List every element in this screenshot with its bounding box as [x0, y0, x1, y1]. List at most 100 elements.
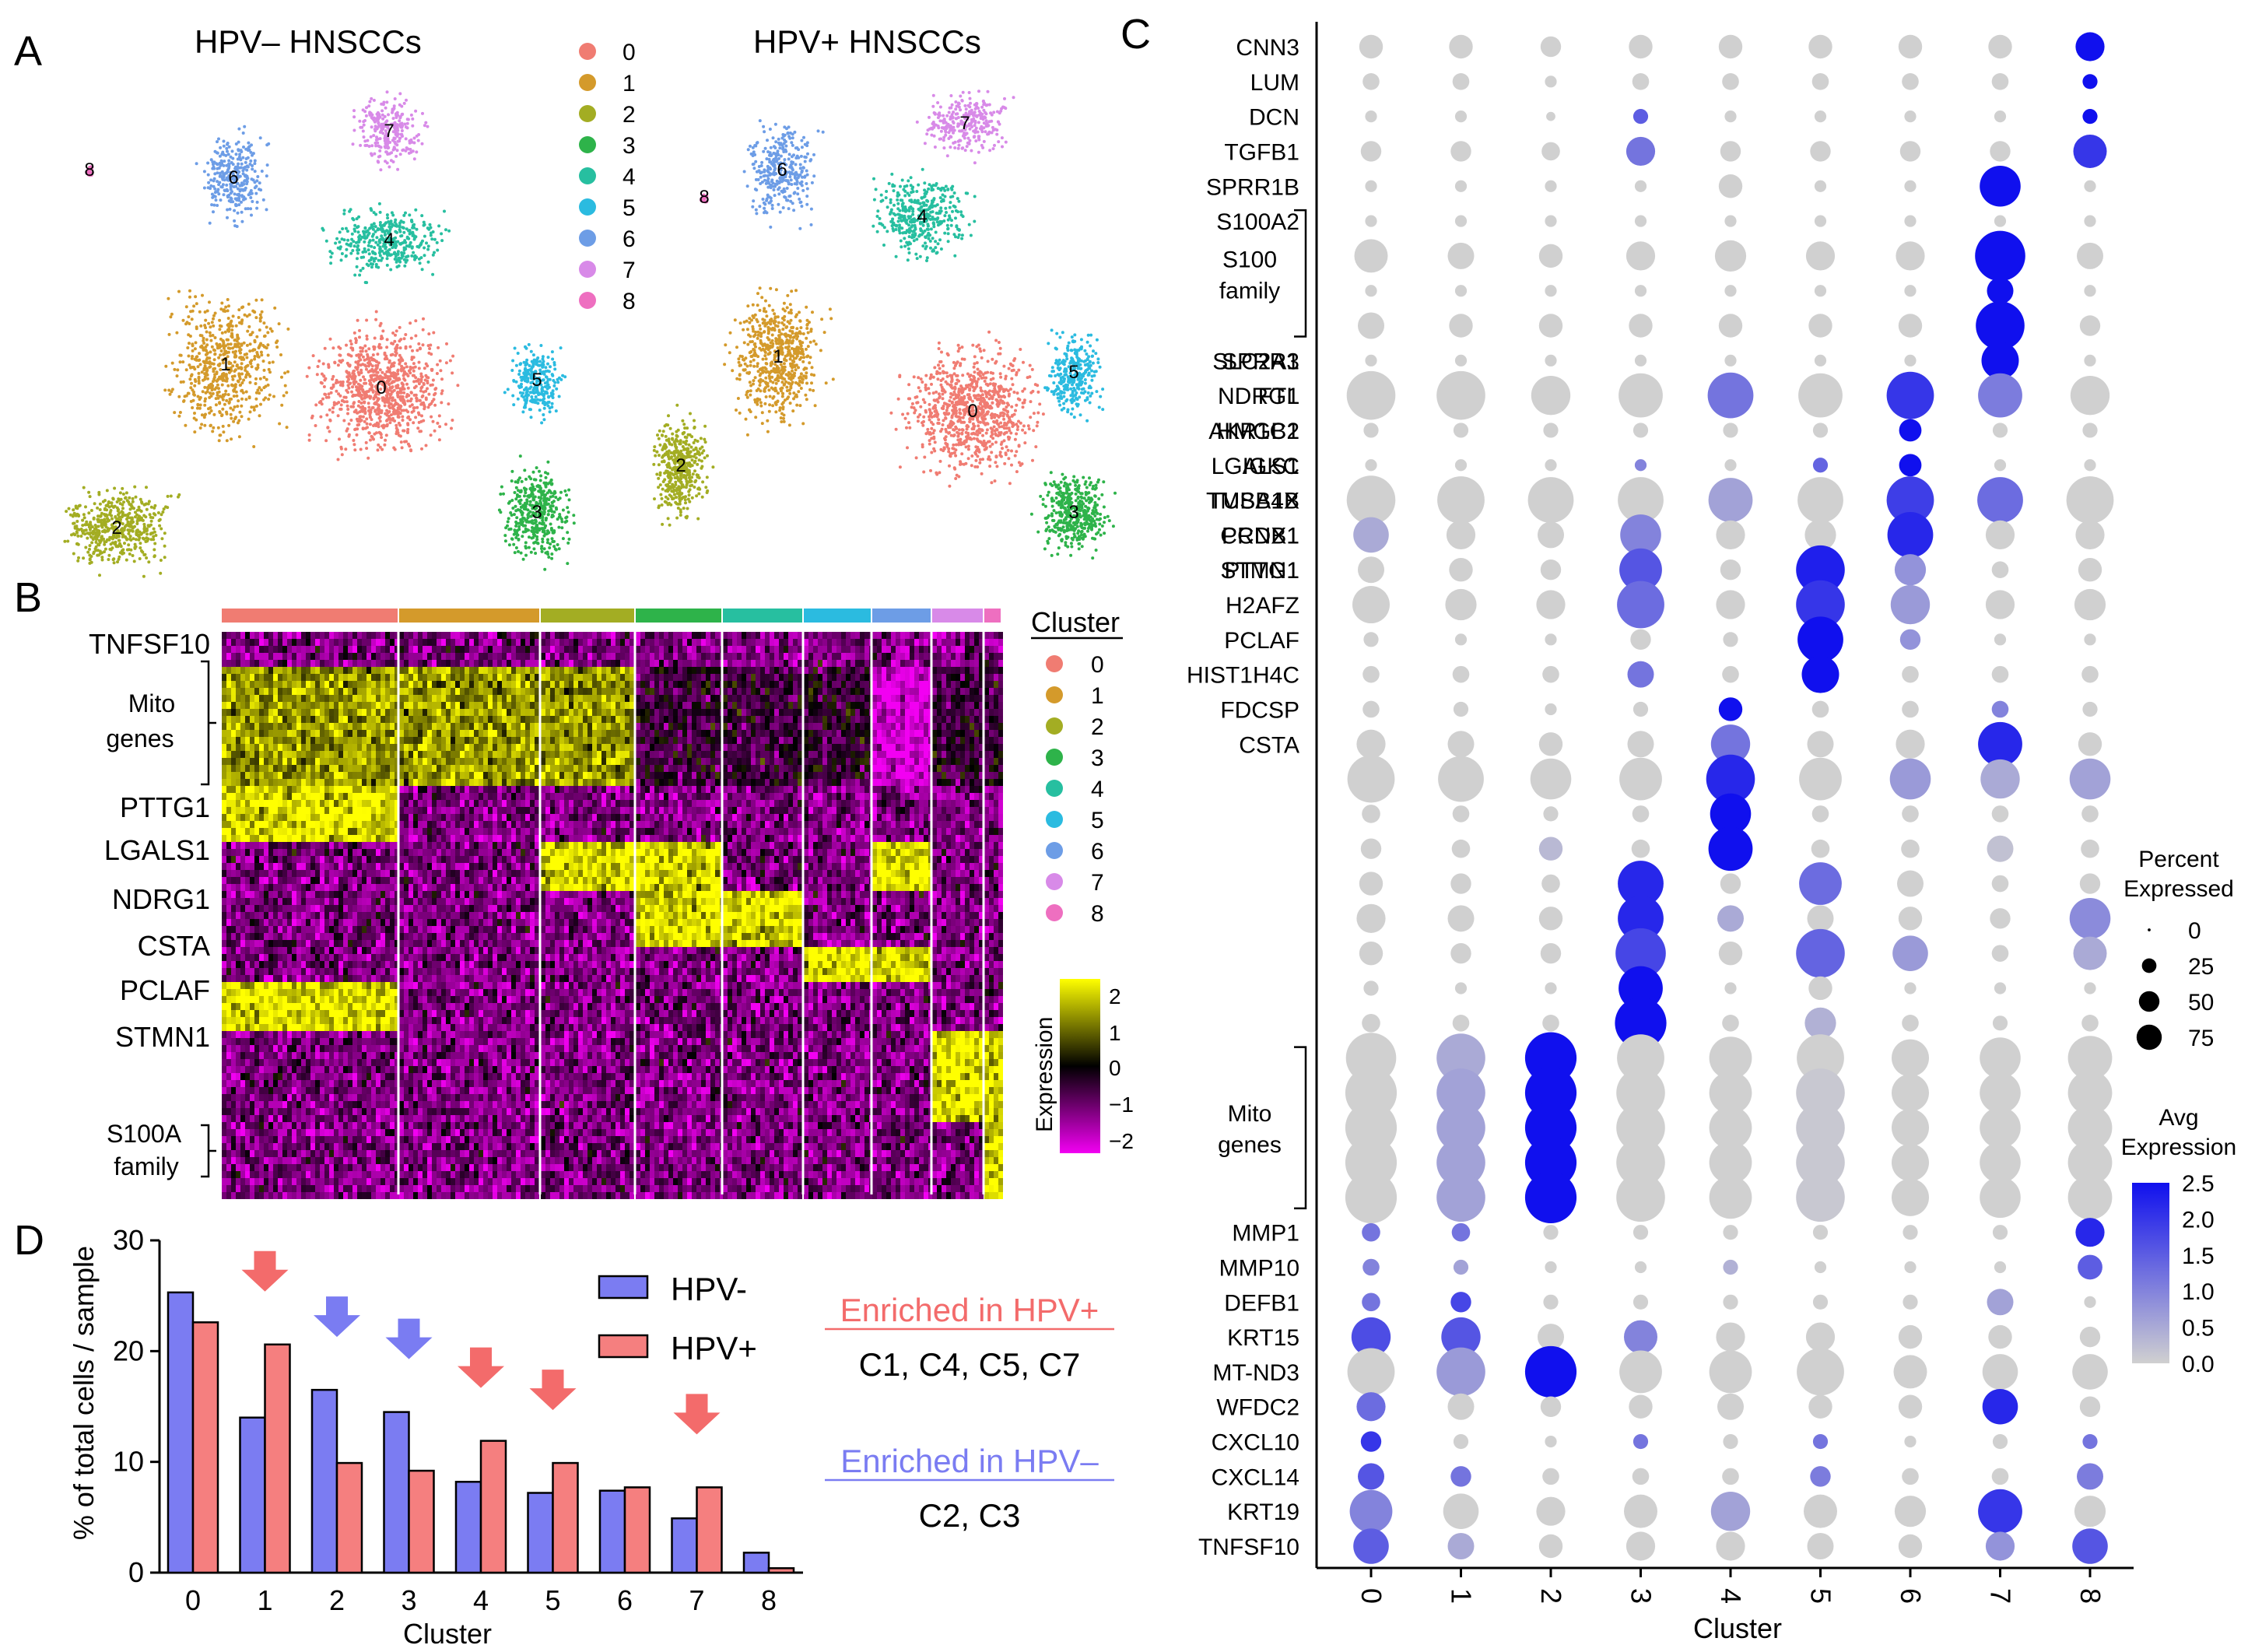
umap-point	[248, 342, 252, 346]
umap-point	[787, 395, 791, 399]
umap-point	[969, 374, 973, 377]
umap-point	[356, 382, 360, 386]
umap-point	[111, 497, 115, 501]
umap-point	[987, 397, 991, 401]
umap-point	[963, 408, 967, 412]
umap-point	[799, 372, 803, 376]
umap-point	[114, 545, 118, 549]
umap-point	[224, 153, 228, 157]
umap-point	[92, 516, 96, 520]
umap-point	[528, 387, 531, 391]
umap-point	[365, 334, 369, 338]
umap-point	[228, 207, 232, 211]
umap-point	[231, 350, 235, 354]
umap-point	[388, 416, 391, 420]
umap-point	[357, 237, 361, 241]
umap-point	[365, 422, 369, 426]
umap-point	[992, 384, 995, 387]
umap-point	[320, 402, 324, 406]
umap-point	[416, 377, 420, 381]
umap-point	[195, 355, 199, 359]
umap-point	[966, 372, 970, 376]
umap-point	[943, 437, 947, 440]
umap-point	[154, 534, 158, 537]
umap-point	[349, 419, 353, 422]
umap-point	[220, 383, 224, 387]
umap-point	[1010, 463, 1013, 467]
umap-point	[374, 424, 378, 427]
umap-point	[387, 113, 390, 117]
umap-point	[356, 257, 359, 261]
umap-point	[128, 496, 132, 500]
umap-point	[753, 333, 757, 337]
umap-point	[96, 553, 100, 557]
umap-point	[351, 348, 355, 352]
umap-point	[992, 419, 995, 423]
umap-point	[218, 345, 222, 349]
umap-point	[107, 518, 110, 522]
umap-point	[395, 329, 398, 333]
umap-point	[556, 377, 559, 381]
umap-point	[986, 404, 989, 408]
umap-point	[374, 144, 378, 148]
umap-point	[738, 373, 742, 377]
umap-point	[548, 377, 552, 381]
umap-point	[121, 493, 125, 496]
umap-point	[396, 414, 400, 418]
umap-point	[550, 537, 554, 541]
umap-point	[451, 419, 454, 422]
umap-point	[234, 349, 237, 353]
umap-point	[954, 477, 958, 480]
umap-point	[365, 236, 369, 240]
umap-point	[149, 523, 153, 527]
umap-point	[378, 149, 382, 153]
umap-point	[357, 400, 361, 403]
umap-point	[332, 403, 336, 407]
umap-point	[1010, 405, 1014, 409]
umap-point	[214, 397, 218, 401]
umap-point	[794, 368, 798, 372]
umap-point	[937, 341, 941, 345]
umap-point	[133, 542, 137, 546]
umap-point	[222, 430, 226, 434]
umap-point	[149, 505, 153, 509]
umap-point	[530, 491, 534, 494]
umap-point	[82, 556, 86, 560]
umap-point	[999, 454, 1003, 458]
umap-point	[993, 387, 997, 391]
umap-point	[220, 331, 224, 335]
umap-point	[914, 409, 917, 412]
umap-point	[551, 540, 555, 543]
umap-point	[801, 381, 805, 384]
umap-point	[724, 343, 728, 347]
umap-point	[408, 213, 412, 217]
umap-point	[212, 184, 216, 188]
umap-point	[437, 224, 441, 228]
umap-point	[188, 289, 191, 293]
umap-point	[910, 402, 914, 405]
umap-point	[806, 331, 810, 335]
umap-point	[428, 347, 432, 350]
umap-point	[405, 126, 409, 130]
umap-point	[1017, 419, 1020, 423]
umap-point	[377, 251, 381, 254]
umap-point	[248, 349, 252, 353]
umap-point	[327, 395, 331, 399]
umap-point	[746, 304, 750, 308]
umap-point	[244, 160, 247, 164]
umap-point	[961, 420, 965, 424]
umap-point	[802, 356, 806, 360]
umap-point	[257, 355, 261, 359]
umap-point	[981, 433, 984, 437]
umap-point	[518, 502, 522, 505]
umap-point	[191, 388, 195, 392]
umap-point	[546, 513, 550, 517]
umap-point	[194, 341, 198, 345]
umap-point	[433, 403, 437, 407]
umap-point	[352, 401, 356, 405]
umap-point	[752, 349, 756, 352]
umap-point	[547, 556, 551, 559]
umap-point	[387, 388, 390, 392]
umap-point	[195, 418, 198, 422]
